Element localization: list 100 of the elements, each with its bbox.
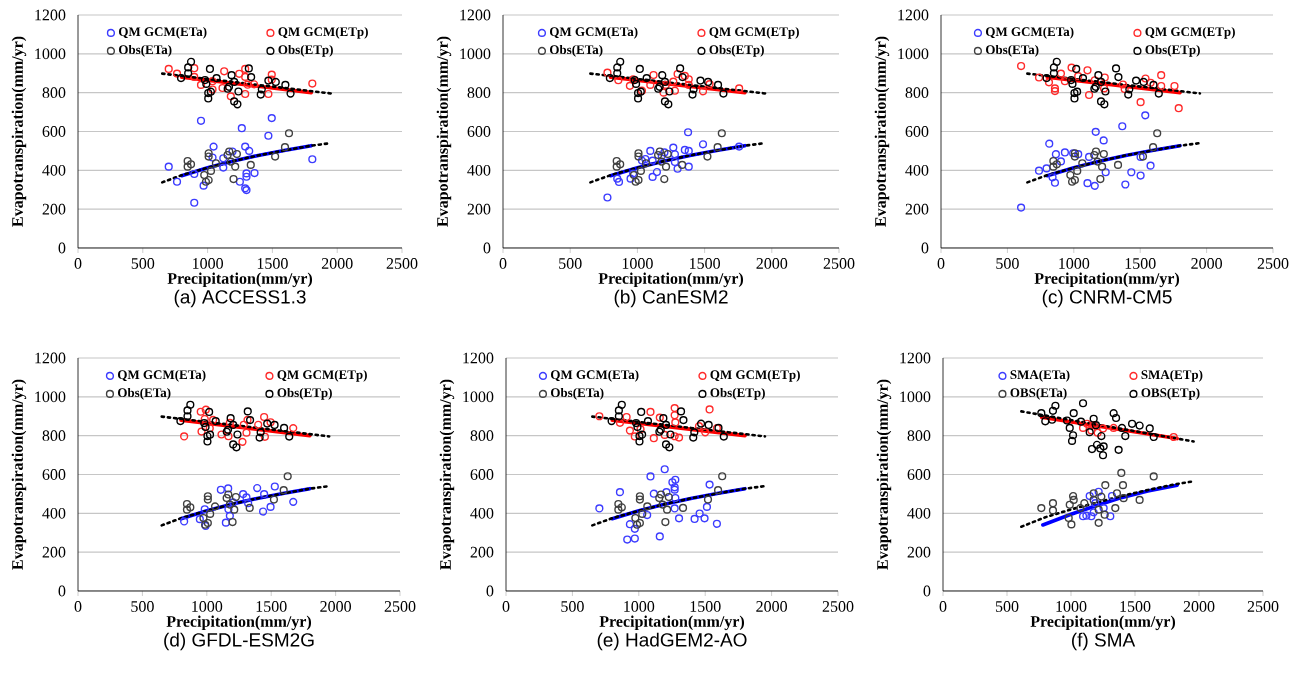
x-axis-title: Precipitation(mm/yr) xyxy=(598,272,744,288)
x-axis-title: Precipitation(mm/yr) xyxy=(1030,615,1176,631)
y-tick-label: 400 xyxy=(470,507,494,519)
y-axis-title: Evapotranspiration(mm/yr) xyxy=(874,36,890,227)
legend-label: QM GCM(ETp) xyxy=(710,369,800,382)
y-axis-title: Evapotranspiration(mm/yr) xyxy=(11,36,27,227)
legend-label: Obs(ETa) xyxy=(985,44,1039,57)
x-tick-label: 2500 xyxy=(823,258,855,269)
y-tick-label: 400 xyxy=(467,164,491,176)
x-tick-label: 500 xyxy=(559,258,582,269)
legend-label: Obs(ETa) xyxy=(550,387,604,400)
x-tick-label: 0 xyxy=(502,601,510,612)
text: (d) GFDL-ESM2G xyxy=(164,632,314,651)
legend-label: Obs(ETa) xyxy=(117,387,171,400)
legend-label: QM GCM(ETa) xyxy=(118,26,207,39)
y-tick-label: 0 xyxy=(58,242,66,254)
y-axis-title: Evapotranspiration(mm/yr) xyxy=(439,379,455,570)
text: (e) HadGEM2-AO xyxy=(597,632,747,651)
y-tick-label: 800 xyxy=(905,87,929,99)
y-tick-label: 200 xyxy=(42,546,66,558)
legend-label: OBS(ETa) xyxy=(1010,387,1067,400)
y-tick-label: 600 xyxy=(907,469,931,480)
y-tick-label: 1000 xyxy=(460,48,491,60)
y-tick-label: 0 xyxy=(58,585,66,597)
y-axis-title: Evapotranspiration(mm/yr) xyxy=(876,379,892,570)
y-tick-label: 800 xyxy=(470,430,494,442)
x-tick-label: 1000 xyxy=(192,601,223,612)
x-tick-label: 1500 xyxy=(690,258,721,269)
legend-label: QM GCM(ETp) xyxy=(709,26,799,39)
x-tick-label: 1500 xyxy=(1125,258,1156,269)
legend-label: QM GCM(ETa) xyxy=(117,369,206,382)
y-tick-label: 0 xyxy=(923,585,931,597)
x-tick-label: 2500 xyxy=(386,258,418,269)
legend-label: QM GCM(ETa) xyxy=(550,369,639,382)
y-axis-title: Evapotranspiration(mm/yr) xyxy=(11,379,27,570)
x-tick-label: 1500 xyxy=(257,258,288,269)
x-tick-label: 2500 xyxy=(822,601,854,612)
x-tick-label: 2000 xyxy=(756,258,788,269)
legend-label: Obs(ETa) xyxy=(549,44,603,57)
x-tick-label: 1000 xyxy=(193,258,224,269)
y-tick-label: 800 xyxy=(42,430,66,442)
y-tick-label: 1200 xyxy=(460,9,491,21)
legend-label: Obs(ETp) xyxy=(710,387,765,400)
y-tick-label: 0 xyxy=(483,242,491,254)
x-tick-label: 2000 xyxy=(756,601,788,612)
x-tick-label: 500 xyxy=(131,601,154,612)
x-axis-title: Precipitation(mm/yr) xyxy=(167,272,313,288)
y-tick-label: 0 xyxy=(486,585,494,597)
y-tick-label: 200 xyxy=(467,203,491,215)
legend-label: Obs(ETp) xyxy=(278,44,333,57)
y-tick-label: 200 xyxy=(42,203,66,215)
y-tick-label: 600 xyxy=(42,126,66,137)
y-tick-label: 600 xyxy=(42,469,66,480)
legend-label: QM GCM(ETa) xyxy=(985,26,1074,39)
text: (b) CanESM2 xyxy=(614,289,728,308)
x-tick-label: 500 xyxy=(995,601,1019,612)
y-tick-label: 800 xyxy=(467,87,491,99)
x-tick-label: 2000 xyxy=(1191,258,1223,269)
y-tick-label: 400 xyxy=(42,507,66,519)
x-tick-label: 1500 xyxy=(1120,601,1151,612)
y-tick-label: 1200 xyxy=(35,352,66,364)
x-tick-label: 2000 xyxy=(320,601,352,612)
text: (a) ACCESS1.3 xyxy=(174,289,306,308)
legend-label: Obs(ETp) xyxy=(1145,44,1200,57)
x-tick-label: 2000 xyxy=(321,258,353,269)
y-tick-label: 1200 xyxy=(900,352,931,364)
x-tick-label: 0 xyxy=(74,601,82,612)
y-tick-label: 1200 xyxy=(898,9,929,21)
y-tick-label: 800 xyxy=(42,87,66,99)
text: (c) CNRM-CM5 xyxy=(1042,289,1172,308)
legend-label: QM GCM(ETa) xyxy=(549,26,638,39)
x-tick-label: 0 xyxy=(937,258,945,269)
y-axis-title: Evapotranspiration(mm/yr) xyxy=(436,36,452,227)
y-tick-label: 1000 xyxy=(463,391,494,403)
x-tick-label: 500 xyxy=(131,258,155,269)
legend-label: QM GCM(ETp) xyxy=(1145,26,1235,39)
x-axis-title: Precipitation(mm/yr) xyxy=(166,615,312,631)
legend-label: QM GCM(ETp) xyxy=(277,369,367,382)
y-tick-label: 1000 xyxy=(35,48,66,60)
y-tick-label: 200 xyxy=(907,546,931,558)
x-axis-title: Precipitation(mm/yr) xyxy=(599,615,745,631)
text: (f) SMA xyxy=(1072,632,1136,651)
legend-label: SMA(ETp) xyxy=(1141,369,1203,382)
x-tick-label: 2500 xyxy=(1247,601,1279,612)
y-tick-label: 400 xyxy=(907,507,931,519)
legend-label: OBS(ETp) xyxy=(1141,387,1200,400)
x-tick-label: 1500 xyxy=(690,601,721,612)
y-tick-label: 400 xyxy=(905,164,929,176)
x-tick-label: 2500 xyxy=(384,601,416,612)
x-tick-label: 500 xyxy=(996,258,1019,269)
x-tick-label: 2000 xyxy=(1183,601,1215,612)
x-tick-label: 1000 xyxy=(624,601,655,612)
x-tick-label: 0 xyxy=(74,258,82,269)
x-tick-label: 1000 xyxy=(622,258,653,269)
y-tick-label: 800 xyxy=(907,430,931,442)
x-tick-label: 0 xyxy=(939,601,947,612)
x-tick-label: 1000 xyxy=(1059,258,1090,269)
y-tick-label: 200 xyxy=(905,203,929,215)
x-tick-label: 2500 xyxy=(1257,258,1289,269)
y-tick-label: 1000 xyxy=(35,391,66,403)
